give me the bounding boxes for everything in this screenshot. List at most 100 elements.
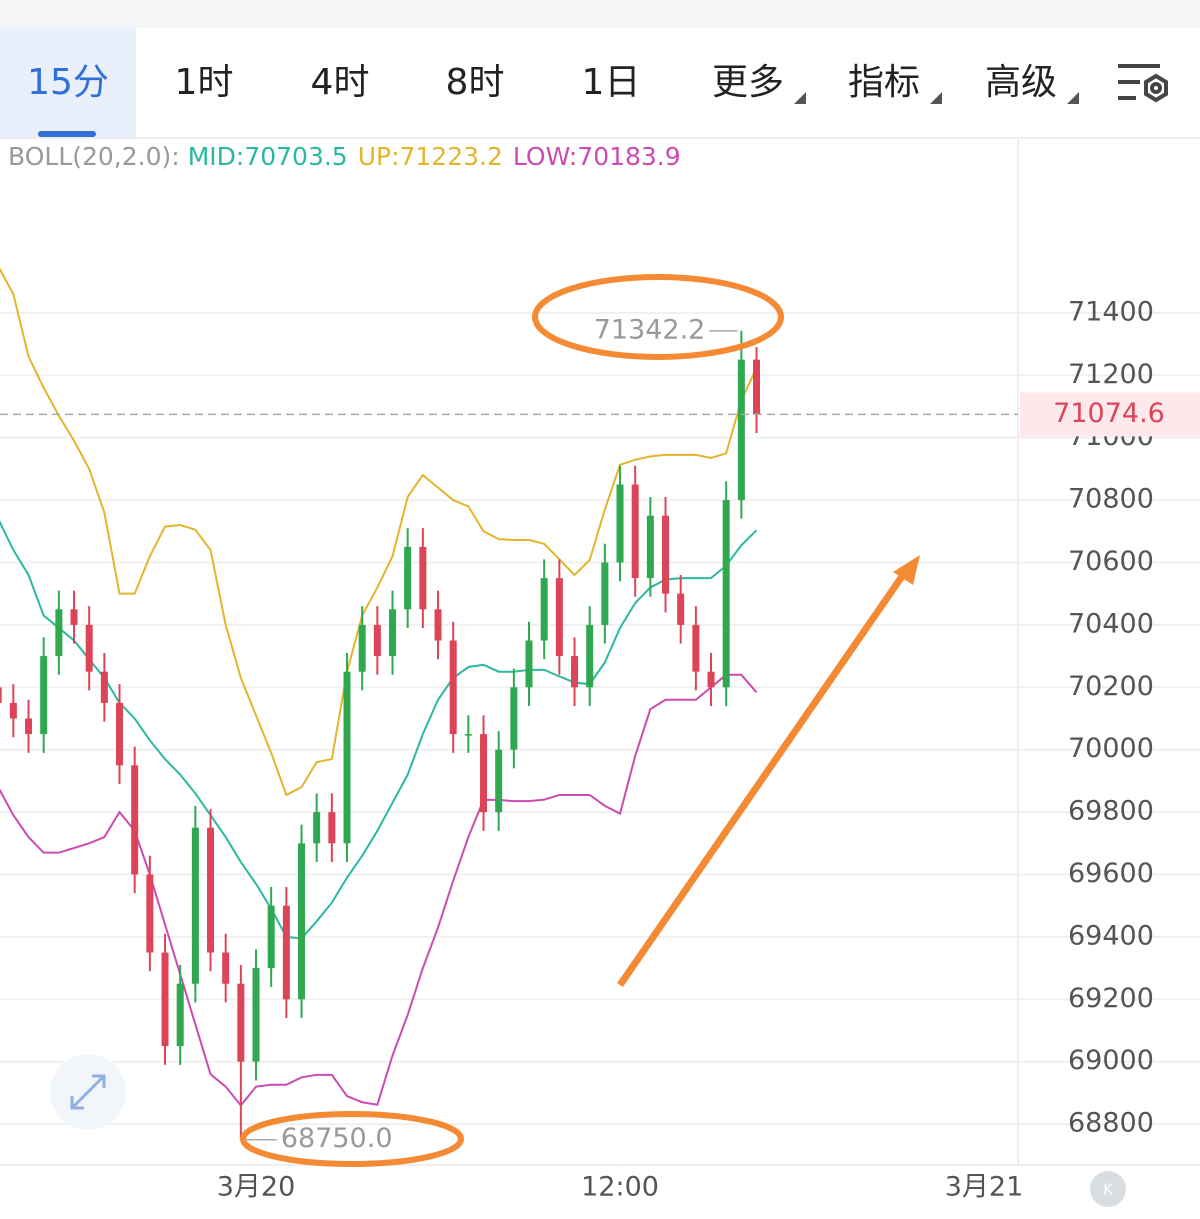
expand-icon [70, 1074, 106, 1110]
active-tab-underline [38, 131, 96, 137]
candle-body [646, 515, 654, 579]
candle-body [692, 624, 700, 672]
candle-body [631, 484, 639, 579]
candle-body [100, 671, 108, 703]
candle-body [358, 624, 366, 672]
candle-body [267, 905, 275, 969]
legend-item: LOW:70183.9 [513, 142, 681, 171]
status-strip [0, 0, 1200, 28]
y-tick-label: 70000 [1068, 733, 1154, 764]
y-tick-label: 69800 [1068, 796, 1154, 827]
candle-body [737, 359, 745, 501]
y-tick-label: 70800 [1068, 484, 1154, 515]
tab[interactable]: 1时 [175, 62, 234, 103]
candle-body [131, 765, 139, 875]
band-line [0, 267, 758, 797]
k-icon: K [1103, 1181, 1114, 1199]
y-tick-label: 70200 [1068, 671, 1154, 702]
y-tick-label: 69400 [1068, 920, 1154, 951]
k-button[interactable] [1090, 1171, 1126, 1207]
legend-item: MID:70703.5 [188, 142, 348, 171]
x-tick-label: 3月20 [217, 1172, 296, 1203]
band-line [0, 520, 758, 940]
candle-body [237, 983, 245, 1062]
band-line [0, 673, 758, 1107]
candle-body [55, 609, 63, 657]
candle-body [282, 905, 290, 1000]
candle-body [449, 640, 457, 735]
candle-body [252, 968, 260, 1062]
candle-body [191, 827, 199, 984]
candle-body [434, 609, 442, 641]
highlight-ellipse [532, 274, 784, 360]
annotation: 68750.0 [281, 1123, 393, 1154]
candle-body [116, 702, 124, 766]
annotation: 71342.2 [594, 314, 706, 345]
trend-arrowhead [893, 555, 920, 585]
tab[interactable]: 4时 [311, 62, 370, 103]
y-tick-label: 71200 [1068, 359, 1154, 390]
dropdown-mark [1067, 92, 1079, 104]
tab[interactable]: 指标 [848, 62, 920, 103]
candle-body [662, 515, 670, 594]
candle-body [495, 749, 503, 813]
candle-body [40, 656, 48, 735]
y-tick-label: 68800 [1068, 1108, 1154, 1139]
candle-body [0, 687, 2, 703]
candle-body [616, 484, 624, 563]
candle-body [404, 546, 412, 610]
candle-body [510, 687, 518, 750]
candle-body [373, 624, 381, 657]
candle-body [70, 609, 78, 625]
candle-body [753, 359, 761, 415]
highlight-ellipse [240, 1111, 464, 1167]
x-tick-label: 3月21 [945, 1172, 1024, 1203]
tab[interactable]: 8时 [446, 62, 505, 103]
candle-body [25, 718, 33, 735]
trend-arrow [617, 570, 908, 987]
tab[interactable]: 高级 [985, 62, 1057, 103]
y-tick-label: 70400 [1068, 608, 1154, 639]
active-tab-bg [0, 28, 136, 138]
candle-body [525, 640, 533, 688]
candle-body [601, 562, 609, 625]
y-tick-label: 71400 [1068, 296, 1154, 327]
candle-body [571, 656, 579, 688]
candle-body [389, 609, 397, 657]
tab[interactable]: 更多 [712, 62, 784, 103]
settings-icon[interactable] [1118, 64, 1168, 103]
candle-body [722, 500, 730, 688]
legend-item: UP:71223.2 [358, 142, 503, 171]
candle-body [9, 702, 17, 719]
dropdown-mark [930, 92, 942, 104]
candle-body [313, 812, 321, 844]
candle-body [176, 983, 184, 1047]
candle-body [85, 624, 93, 672]
candle-body [328, 812, 336, 844]
candle-body [707, 671, 715, 688]
candle-body [480, 734, 488, 813]
candle-body [222, 952, 230, 984]
y-tick-label: 69200 [1068, 983, 1154, 1014]
x-tick-label: 12:00 [581, 1172, 659, 1203]
last-price-tag [1020, 392, 1200, 437]
candle-body [555, 578, 563, 657]
last-price-label: 71074.6 [1053, 398, 1165, 429]
candle-body [540, 578, 548, 641]
tab[interactable]: 1日 [582, 62, 641, 103]
tab[interactable]: 15分 [27, 62, 109, 103]
y-tick-label: 69000 [1068, 1045, 1154, 1076]
candle-body [207, 827, 215, 953]
y-tick-label: 69600 [1068, 858, 1154, 889]
candle-body [464, 734, 472, 736]
candle-body [677, 593, 685, 625]
candle-body [298, 843, 306, 1000]
legend-item: BOLL(20,2.0): [8, 142, 180, 171]
candle-body [586, 624, 594, 688]
candle-body [161, 952, 169, 1047]
candle-body [146, 874, 154, 953]
candle-body [419, 546, 427, 610]
y-tick-label: 70600 [1068, 546, 1154, 577]
